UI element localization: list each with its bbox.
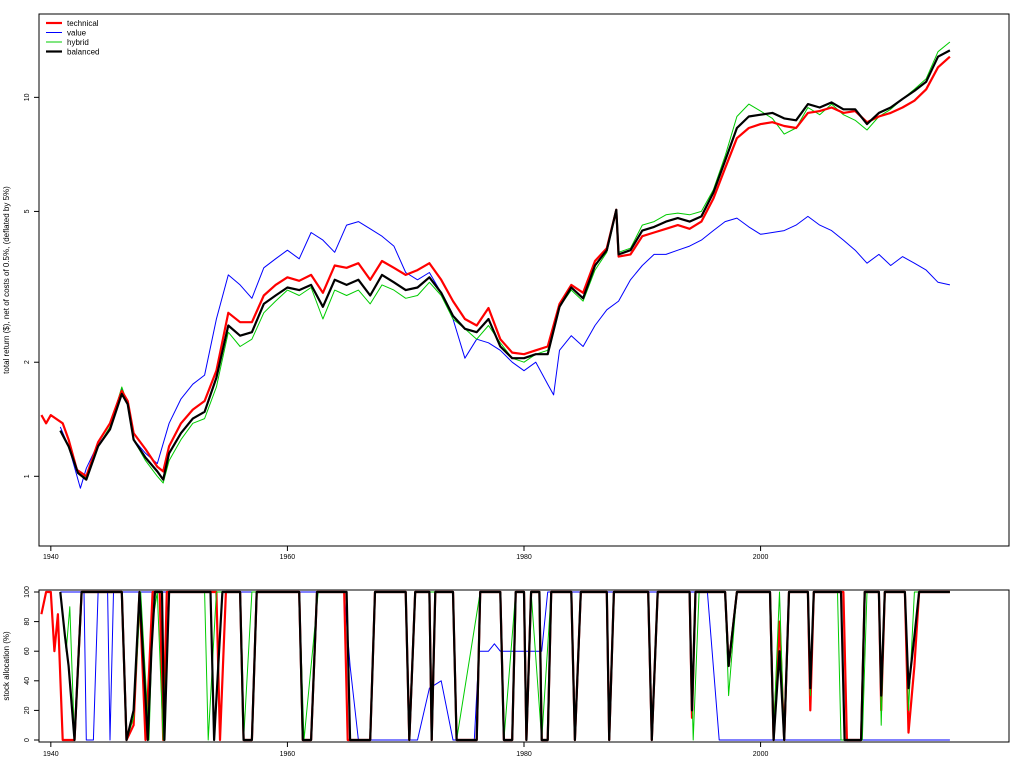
top-y-tick-label: 5 (24, 209, 31, 213)
top-y-tick-label: 2 (24, 360, 31, 364)
allocation-line-value (60, 591, 950, 741)
allocation-line-hybrid (59, 591, 950, 741)
legend-label-hybrid: hybrid (67, 38, 89, 47)
top-plot-frame (38, 13, 1010, 547)
legend-label-value: value (67, 29, 87, 38)
series-line-balanced (59, 49, 951, 481)
bottom-y-axis-title: stock allocation (%) (2, 631, 11, 701)
total-return-panel: 1940 1960 1980 2000 1 2 5 10 total return ($),… (2, 13, 1010, 561)
top-y-tick-label: 10 (24, 93, 31, 101)
bottom-x-axis: 1940 1960 1980 2000 (43, 742, 768, 758)
bottom-y-tick-label: 40 (24, 677, 31, 685)
top-y-tick-label: 1 (24, 474, 31, 478)
bottom-x-tick-label: 2000 (753, 751, 769, 758)
bottom-y-tick-label: 80 (24, 618, 31, 626)
top-x-tick-label: 2000 (753, 554, 769, 561)
legend-label-balanced: balanced (67, 48, 99, 57)
bottom-x-tick-label: 1940 (43, 751, 59, 758)
stock-allocation-panel: 1940 1960 1980 2000 0 20 40 60 80 100 stock allo… (2, 586, 1010, 758)
bottom-x-tick-label: 1960 (280, 751, 296, 758)
series-line-technical (40, 55, 951, 478)
bottom-series-lines (40, 590, 950, 742)
allocation-line-balanced (59, 590, 950, 742)
bottom-y-axis: 0 20 40 60 80 100 (24, 586, 39, 742)
bottom-y-tick-label: 100 (24, 586, 31, 598)
bottom-y-tick-label: 20 (24, 706, 31, 714)
bottom-x-tick-label: 1980 (516, 751, 532, 758)
top-x-tick-label: 1960 (280, 554, 296, 561)
bottom-y-tick-label: 0 (24, 738, 31, 742)
series-line-value (59, 215, 951, 489)
top-x-tick-label: 1940 (43, 554, 59, 561)
legend-label-technical: technical (67, 19, 99, 28)
top-y-axis: 1 2 5 10 (24, 93, 39, 478)
top-x-tick-label: 1980 (516, 554, 532, 561)
top-y-axis-title: total return ($), net of costs of 0.5%, … (2, 186, 11, 374)
top-series-lines (40, 41, 951, 489)
top-x-axis: 1940 1960 1980 2000 (43, 546, 768, 561)
bottom-y-tick-label: 60 (24, 647, 31, 655)
